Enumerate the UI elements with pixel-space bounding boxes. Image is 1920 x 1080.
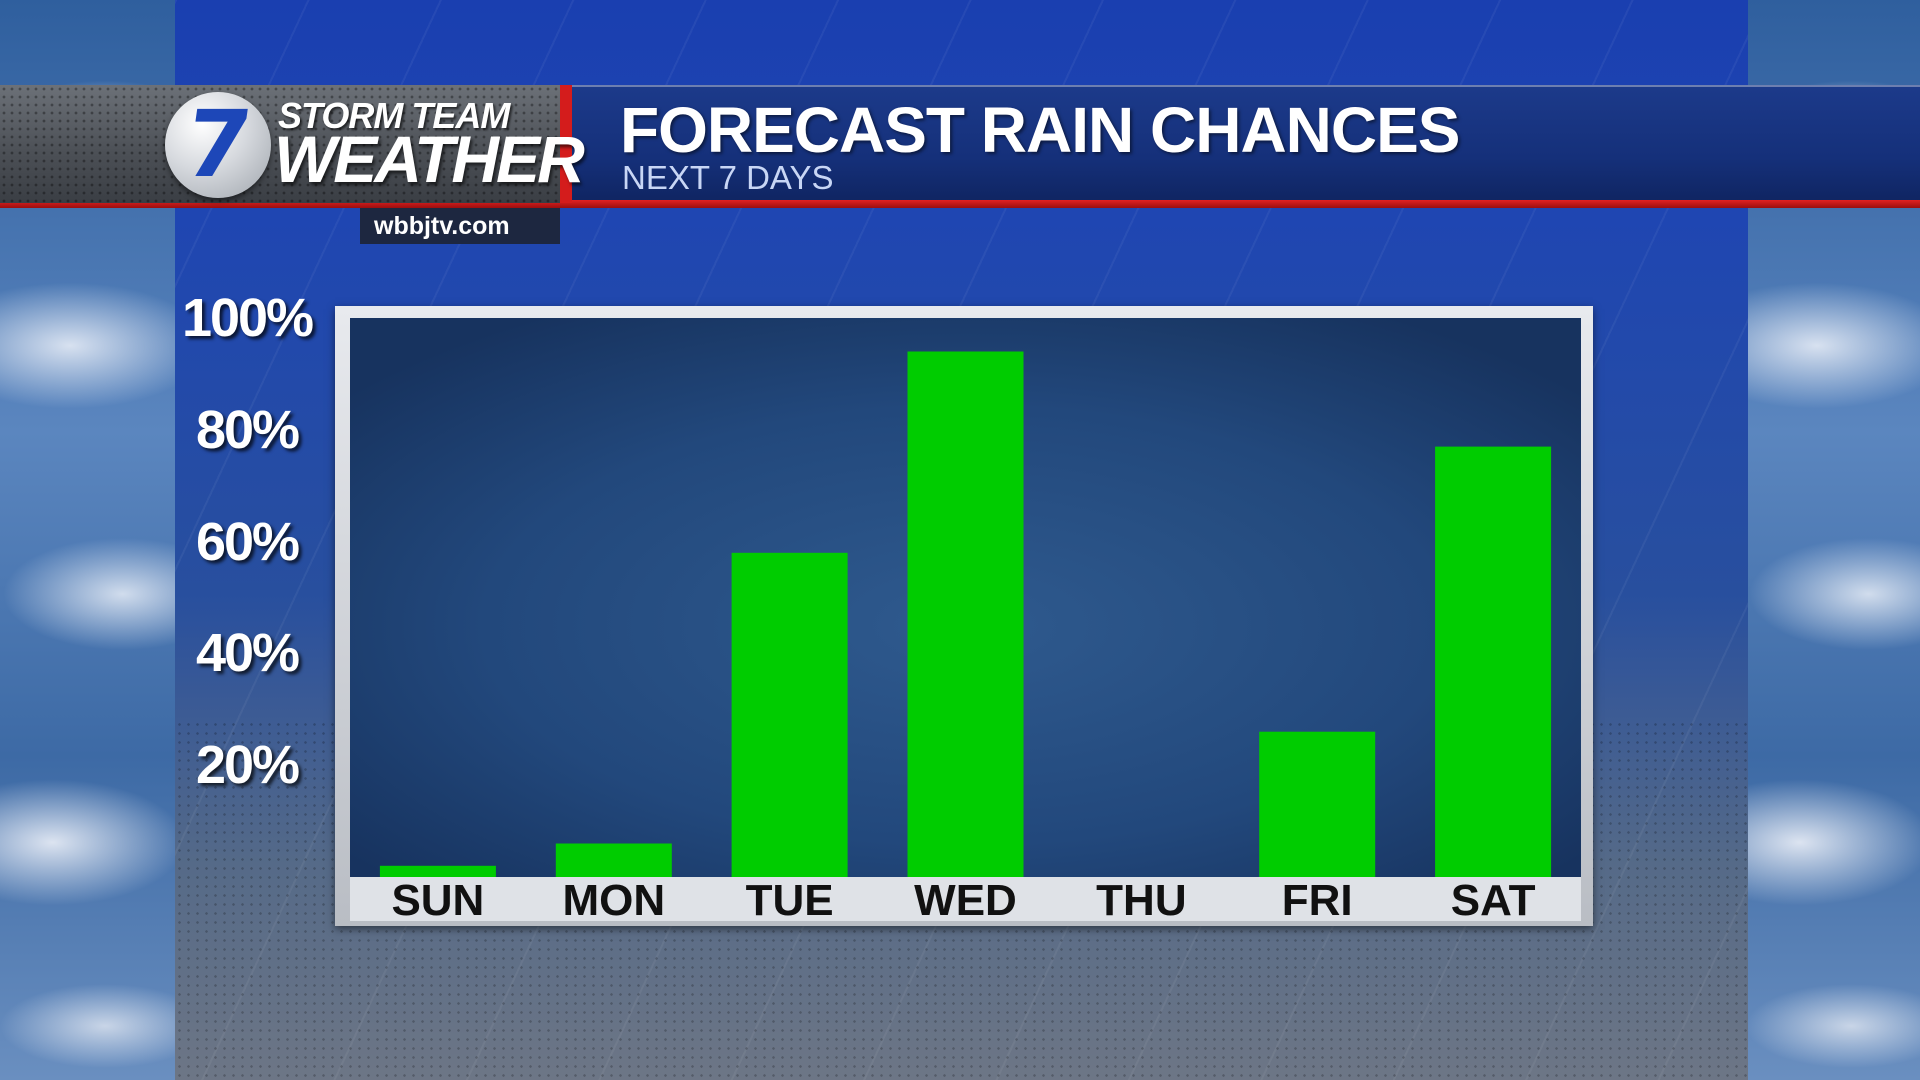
y-tick-label-60: 60%	[195, 511, 300, 572]
logo-box	[0, 85, 572, 203]
x-tick-label-mon: MON	[562, 876, 665, 925]
logo-line-weather: WEATHER	[274, 122, 585, 196]
x-tick-label-fri: FRI	[1282, 876, 1353, 925]
x-tick-label-tue: TUE	[746, 876, 834, 925]
bar-mon	[555, 843, 672, 877]
y-tick-label-80: 80%	[195, 399, 300, 460]
y-tick-label-20: 20%	[195, 735, 300, 796]
bar-wed	[907, 351, 1024, 877]
bar-fri	[1259, 731, 1376, 877]
website-url: wbbjtv.com	[374, 212, 510, 240]
website-tab	[360, 208, 560, 244]
bar-tue	[731, 552, 848, 877]
x-tick-label-thu: THU	[1096, 876, 1186, 925]
bar-sat	[1435, 446, 1552, 877]
bar-sun	[379, 865, 496, 877]
logo-line-storm-team: STORM TEAM	[278, 95, 510, 136]
logo-number: 7	[178, 91, 258, 198]
y-tick-label-100: 100%	[181, 288, 314, 348]
y-tick-label-40: 40%	[195, 623, 300, 684]
x-axis-label-strip	[350, 877, 1581, 921]
logo-seven-icon	[165, 92, 271, 198]
page-title: FORECAST RAIN CHANCES	[620, 94, 1460, 166]
header-accent-stripe	[0, 200, 1920, 208]
page-subtitle: NEXT 7 DAYS	[622, 159, 834, 196]
x-tick-label-sat: SAT	[1451, 876, 1536, 925]
x-tick-label-sun: SUN	[391, 876, 484, 925]
x-tick-label-wed: WED	[914, 876, 1017, 925]
